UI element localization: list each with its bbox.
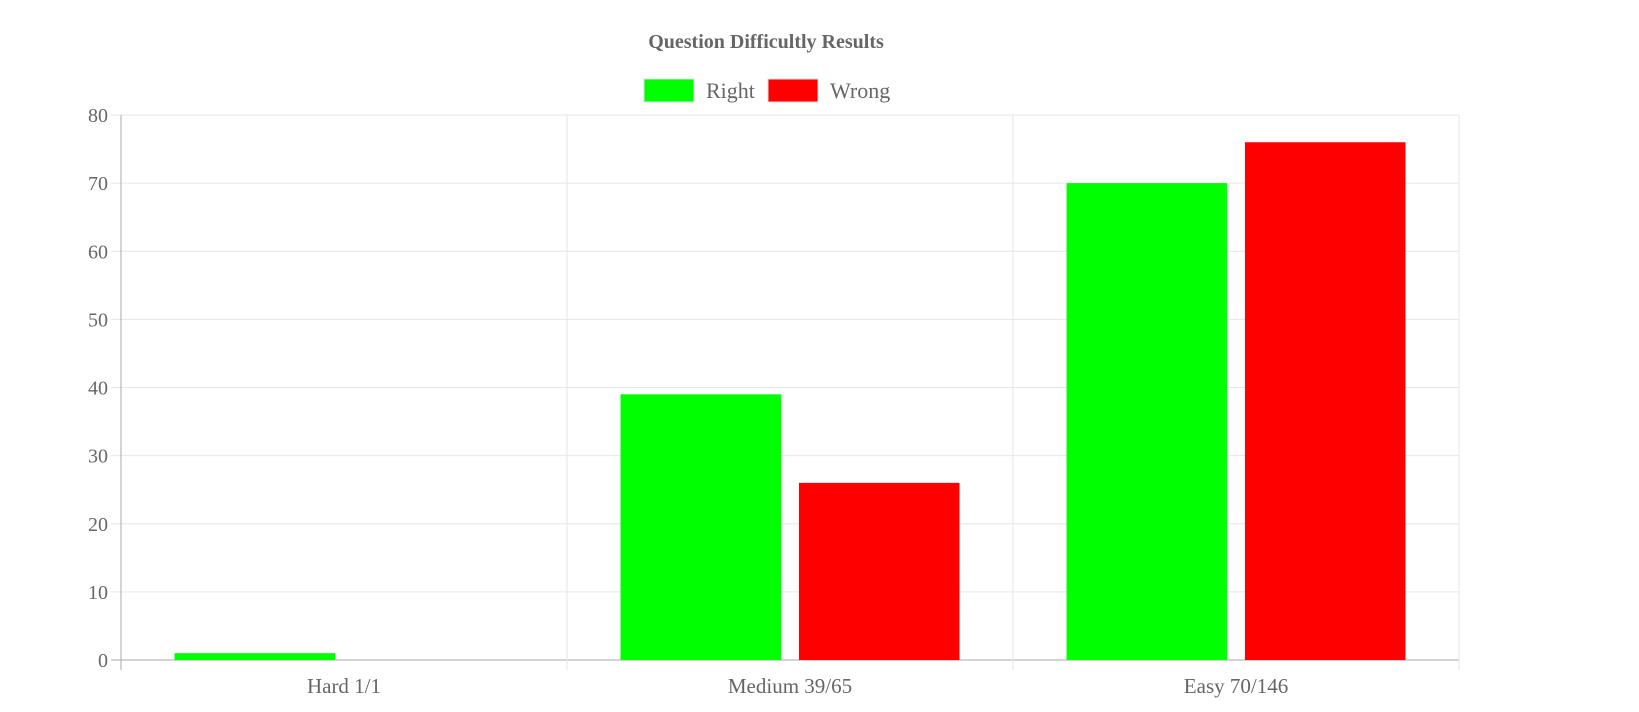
x-tick-label: Easy 70/146 (1184, 674, 1288, 698)
chart-title: Question Difficultly Results (648, 31, 884, 53)
bar-right-0[interactable] (174, 653, 336, 660)
y-tick-label: 70 (88, 173, 108, 195)
y-tick-label: 40 (88, 378, 108, 400)
legend-swatch-wrong[interactable] (767, 78, 819, 103)
y-tick-label: 60 (88, 241, 108, 263)
bar-wrong-2[interactable] (1244, 142, 1406, 660)
y-tick-label: 0 (98, 650, 108, 672)
bar-right-2[interactable] (1066, 183, 1228, 660)
y-axis-ticks: 0 10 20 30 40 50 60 70 80 (88, 105, 108, 672)
x-tick-label: Hard 1/1 (307, 674, 381, 698)
grid-lines (111, 114, 1460, 670)
x-tick-label: Medium 39/65 (728, 674, 852, 698)
bar-right-1[interactable] (620, 394, 782, 660)
y-tick-label: 80 (88, 105, 108, 127)
legend-label-right[interactable]: Right (706, 78, 755, 103)
bar-wrong-1[interactable] (798, 482, 960, 660)
legend-swatch-right[interactable] (643, 78, 695, 103)
y-tick-label: 30 (88, 446, 108, 468)
y-tick-label: 50 (88, 309, 108, 331)
legend-label-wrong[interactable]: Wrong (830, 78, 890, 103)
y-tick-label: 20 (88, 514, 108, 536)
x-axis-labels: Hard 1/1 Medium 39/65 Easy 70/146 (307, 674, 1288, 698)
legend[interactable]: Right Wrong (643, 78, 890, 103)
y-tick-label: 10 (88, 582, 108, 604)
bars (174, 142, 1406, 660)
